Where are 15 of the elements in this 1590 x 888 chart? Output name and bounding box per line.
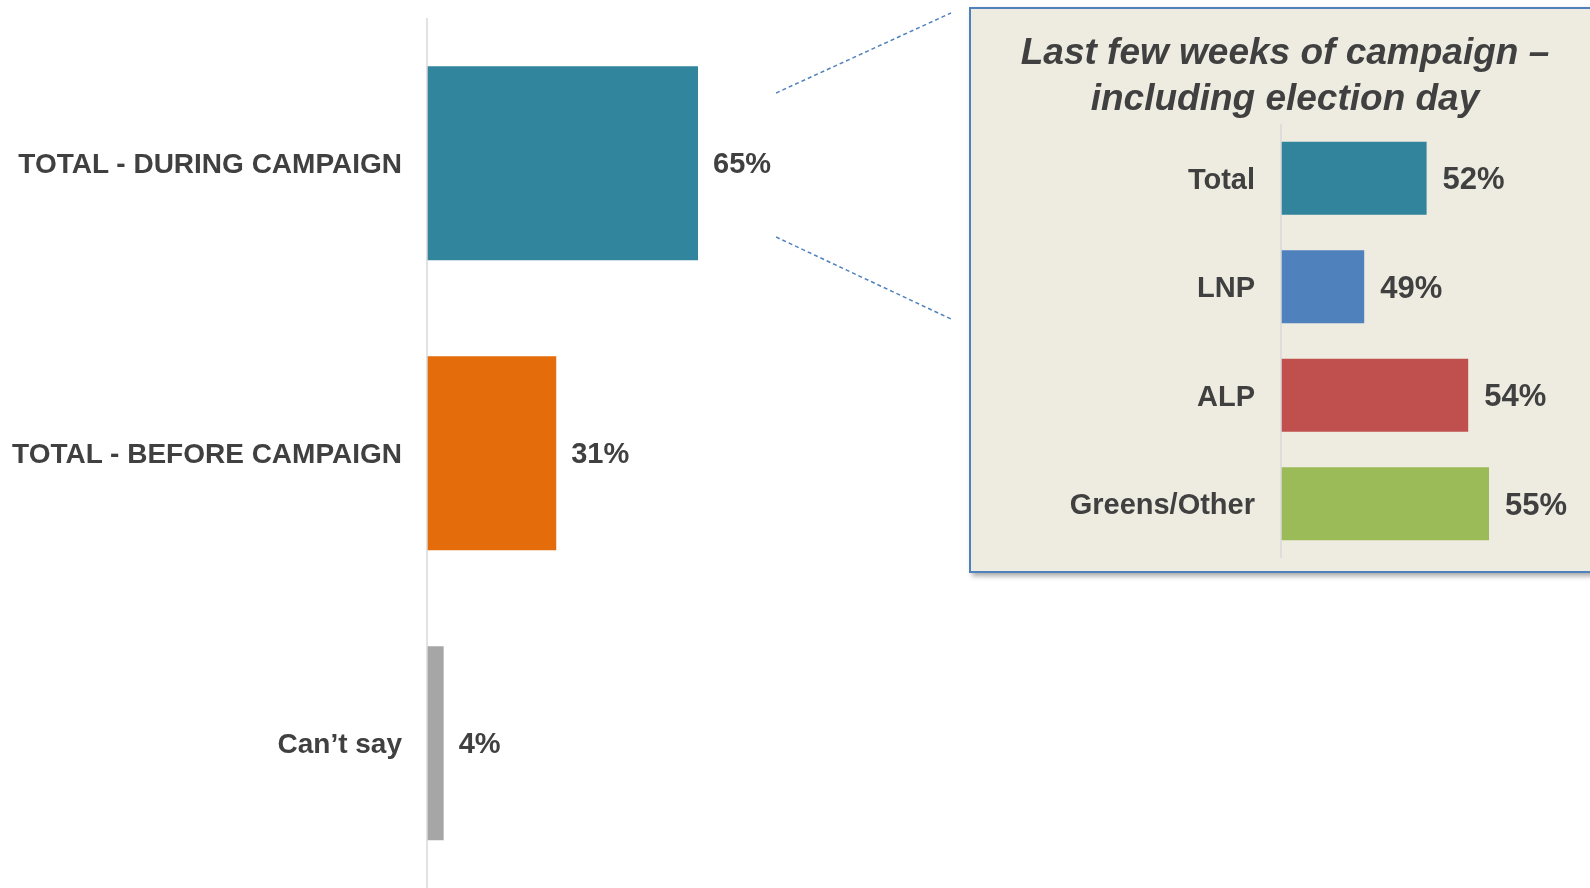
data-label: 4% bbox=[458, 727, 501, 760]
data-label: 52% bbox=[1442, 161, 1505, 197]
data-label: 55% bbox=[1505, 486, 1568, 522]
chart-title: Last few weeks of campaign – including election day bbox=[1019, 30, 1551, 120]
data-label: 31% bbox=[571, 437, 630, 470]
data-label: 65% bbox=[713, 147, 772, 180]
y-tick-label: LNP bbox=[1197, 271, 1255, 304]
data-label: 54% bbox=[1484, 378, 1547, 414]
y-tick-label: Total bbox=[1187, 162, 1255, 195]
y-tick-label: Can’t say bbox=[277, 727, 403, 759]
y-tick-label: TOTAL - DURING CAMPAIGN bbox=[18, 147, 402, 179]
data-label: 49% bbox=[1380, 269, 1443, 305]
y-tick-label: Greens/Other bbox=[1069, 488, 1255, 521]
y-tick-label: TOTAL - BEFORE CAMPAIGN bbox=[12, 437, 402, 469]
y-tick-label: ALP bbox=[1197, 379, 1255, 412]
